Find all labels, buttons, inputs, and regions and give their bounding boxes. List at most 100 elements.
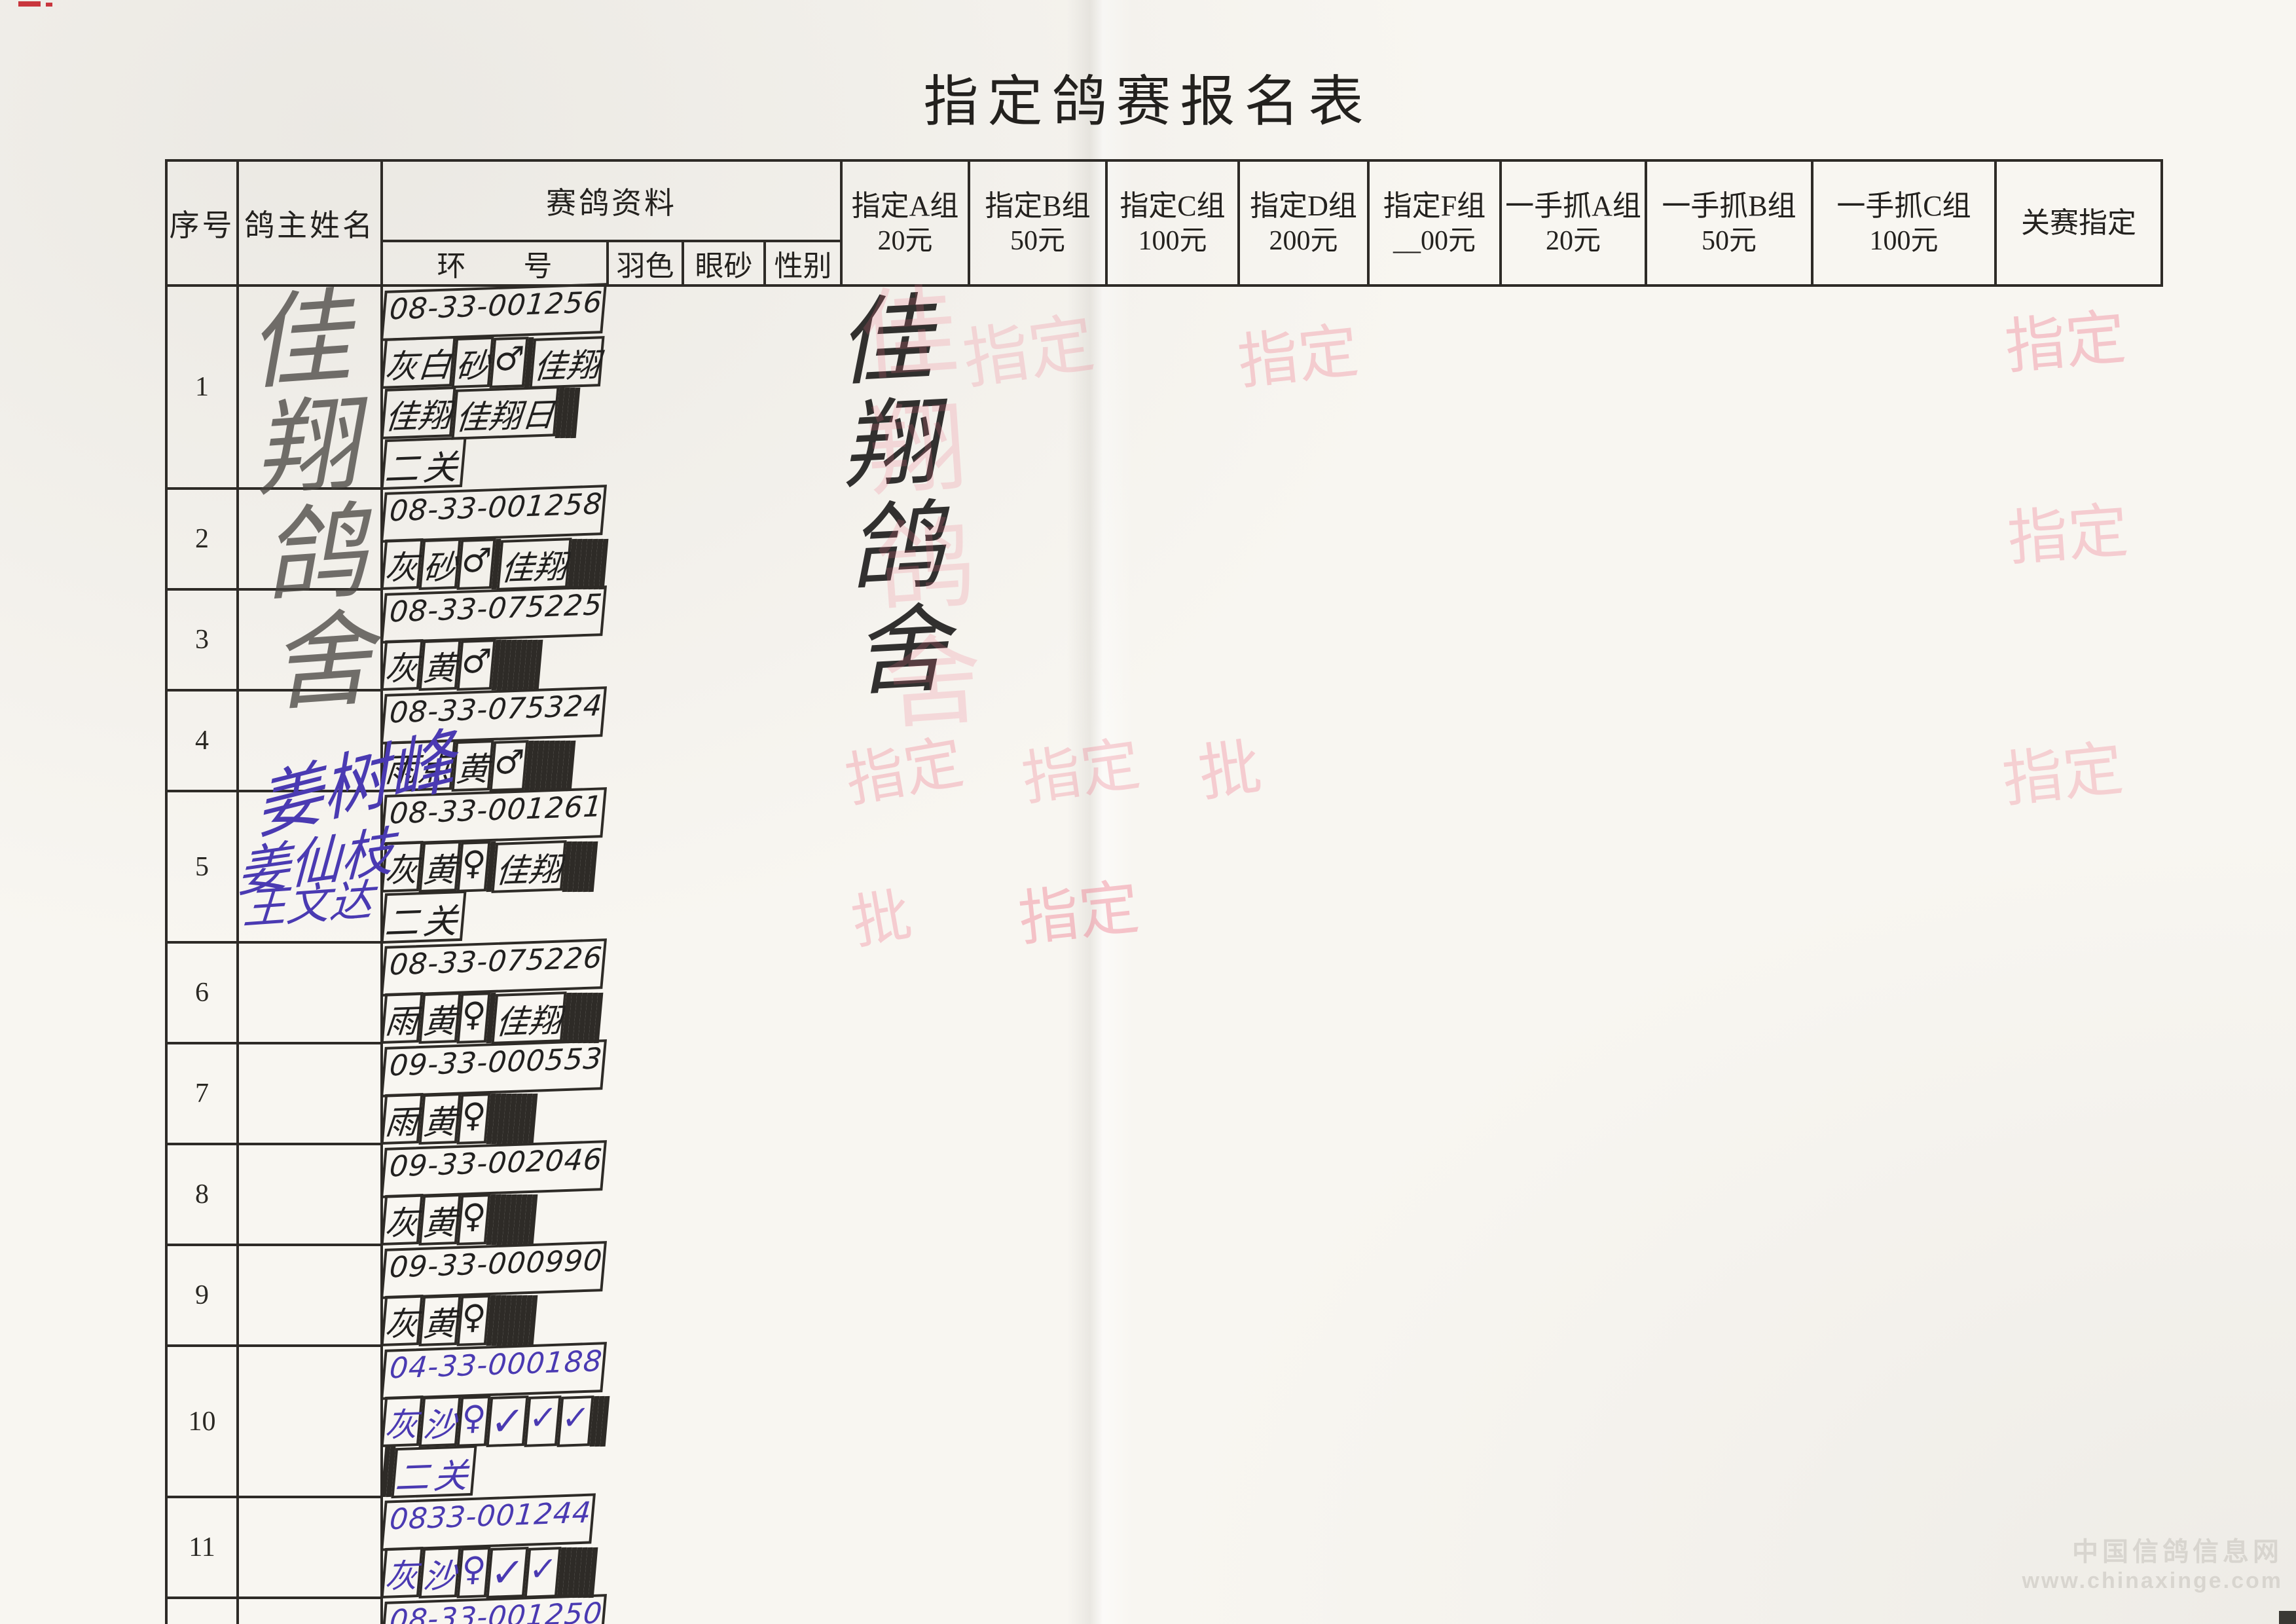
cell-sex: ♀ bbox=[456, 992, 491, 1044]
header-pigeon-info: 赛鸽资料 bbox=[380, 159, 843, 242]
cell-final-race: 二关 bbox=[380, 436, 467, 490]
cell-owner bbox=[236, 1596, 383, 1624]
cell-serial: 7 bbox=[165, 1042, 239, 1145]
cell-group-a: ✓ bbox=[486, 1395, 529, 1447]
table-row: 9 09-33-000990灰黄♀ bbox=[165, 1241, 2162, 1347]
header-group-d: 指定D组 200元 bbox=[1237, 159, 1370, 287]
cell-ring: 08-33-001256 bbox=[380, 283, 607, 341]
cell-owner bbox=[236, 1344, 383, 1498]
cell-eye: 沙 bbox=[418, 1395, 462, 1447]
cell-ring: 04-33-000188 bbox=[380, 1342, 607, 1400]
table-row: 1 08-33-001256灰白砂♂ 佳翔佳翔佳翔日二关 bbox=[165, 283, 2162, 490]
header-grab-c: 一手抓C组 100元 bbox=[1811, 159, 1997, 287]
cell-serial: 9 bbox=[165, 1244, 239, 1347]
cell-feather: 灰白 bbox=[380, 336, 456, 389]
cell-owner bbox=[236, 790, 383, 944]
header-grab-b: 一手抓B组 50元 bbox=[1645, 159, 1813, 287]
cell-ring: 08-33-001258 bbox=[380, 485, 607, 543]
cell-ring: 08-33-001261 bbox=[380, 787, 607, 845]
cell-eye: 黄 bbox=[418, 1295, 462, 1346]
cell-serial: 5 bbox=[165, 790, 239, 944]
cell-final-race: 二关 bbox=[391, 1445, 477, 1499]
cell-sex: ♀ bbox=[456, 1295, 491, 1346]
table-row: 11 0833-001244灰沙♀✓✓ bbox=[165, 1493, 2162, 1599]
header-sex: 性别 bbox=[763, 240, 843, 287]
header-grab-a: 一手抓A组 20元 bbox=[1499, 159, 1647, 287]
header-group-f: 指定F组 __00元 bbox=[1367, 159, 1502, 287]
cell-serial: 6 bbox=[165, 941, 239, 1044]
cell-feather: 灰 bbox=[380, 639, 424, 691]
cell-serial: 10 bbox=[165, 1344, 239, 1498]
cell-feather: 雨 bbox=[380, 992, 424, 1044]
table-row: 8 09-33-002046灰黄♀ bbox=[165, 1140, 2162, 1246]
cell-ring: 08-33-001250 bbox=[380, 1594, 607, 1624]
cell-owner bbox=[236, 941, 383, 1044]
cell-final-race: 二关 bbox=[380, 890, 467, 944]
cell-feather: 灰 bbox=[380, 1547, 424, 1598]
cell-group-d: 佳翔日 bbox=[451, 386, 560, 440]
header-ring-number: 环 号 bbox=[380, 240, 609, 287]
cell-eye: 黄 bbox=[418, 841, 462, 893]
cell-ring: 08-33-075225 bbox=[380, 585, 607, 644]
scan-edge-mark bbox=[18, 1, 41, 7]
header-eye-sand: 眼砂 bbox=[682, 240, 766, 287]
cell-group-b: 佳翔 bbox=[496, 538, 572, 591]
cell-owner bbox=[236, 487, 383, 591]
table-row: 2 08-33-001258灰砂♂ 佳翔 bbox=[165, 485, 2162, 591]
cell-group-a: ✓ bbox=[486, 1547, 529, 1598]
cell-owner bbox=[236, 689, 383, 792]
cell-sex: ♀ bbox=[456, 841, 491, 893]
cell-feather: 灰 bbox=[380, 841, 424, 893]
cell-owner bbox=[236, 588, 383, 692]
cell-serial: 1 bbox=[165, 284, 239, 490]
cell-ring: 08-33-075324 bbox=[380, 686, 607, 745]
cell-sex: ♂ bbox=[456, 538, 496, 590]
cell-serial: 12 bbox=[165, 1596, 239, 1624]
cell-eye: 黄 bbox=[418, 1093, 462, 1145]
watermark-site-name: 中国信鸽信息网 bbox=[2072, 1538, 2283, 1566]
cell-eye: 黄 bbox=[418, 992, 462, 1044]
header-group-b: 指定B组 50元 bbox=[968, 159, 1108, 287]
cell-sex: ♀ bbox=[456, 1093, 491, 1145]
table-row: 1208-33-001250雨沙♀✓ bbox=[165, 1594, 2162, 1624]
header-final-race: 关赛指定 bbox=[1994, 159, 2163, 287]
cell-owner bbox=[236, 1244, 383, 1347]
table-row: 7 09-33-000553雨黄♀ bbox=[165, 1039, 2162, 1145]
cell-ring: 09-33-002046 bbox=[380, 1140, 607, 1198]
cell-eye: 黄 bbox=[418, 1194, 462, 1246]
cell-sex: ♂ bbox=[489, 337, 529, 388]
cell-eye: 沙 bbox=[418, 1547, 462, 1598]
cell-ring: 08-33-075226 bbox=[380, 938, 607, 997]
cell-sex: ♀ bbox=[456, 1194, 491, 1246]
cell-sex: ♀ bbox=[456, 1547, 491, 1598]
cell-serial: 3 bbox=[165, 588, 239, 692]
header-serial: 序号 bbox=[165, 159, 239, 287]
table-row: 5 08-33-001261灰黄♀ 佳翔二关 bbox=[165, 787, 2162, 944]
cell-group-b: 佳翔 bbox=[491, 840, 567, 893]
cell-ring: 09-33-000990 bbox=[380, 1241, 607, 1299]
scan-corner-nick bbox=[2279, 1611, 2296, 1624]
cell-owner bbox=[236, 1496, 383, 1599]
cell-serial: 11 bbox=[165, 1496, 239, 1599]
header-owner: 鸽主姓名 bbox=[236, 159, 383, 287]
header-feather-color: 羽色 bbox=[606, 240, 684, 287]
cell-owner bbox=[236, 1042, 383, 1145]
header-group-a: 指定A组 20元 bbox=[840, 159, 970, 287]
cell-sex: ♂ bbox=[456, 639, 496, 691]
cell-group-b: ✓ bbox=[524, 1547, 562, 1598]
watermark: 中国信鸽信息网 www.chinaxinge.com bbox=[2022, 1530, 2283, 1594]
cell-eye: 砂 bbox=[451, 337, 494, 388]
cell-group-c: ✓ bbox=[556, 1395, 594, 1447]
cell-feather: 雨 bbox=[380, 1093, 424, 1145]
table-row: 4 08-33-075324雨点黄♂ bbox=[165, 686, 2162, 792]
cell-eye: 砂 bbox=[418, 538, 462, 590]
cell-feather: 灰 bbox=[380, 1395, 424, 1447]
cell-sex: ♂ bbox=[489, 740, 529, 792]
cell-group-c: 佳翔 bbox=[380, 386, 456, 439]
cell-owner bbox=[236, 284, 383, 490]
cell-serial: 2 bbox=[165, 487, 239, 591]
table-row: 10 04-33-000188灰沙♀✓✓✓二关 bbox=[165, 1342, 2162, 1499]
cell-group-b: 佳翔 bbox=[491, 991, 567, 1044]
cell-ring: 09-33-000553 bbox=[380, 1039, 607, 1098]
